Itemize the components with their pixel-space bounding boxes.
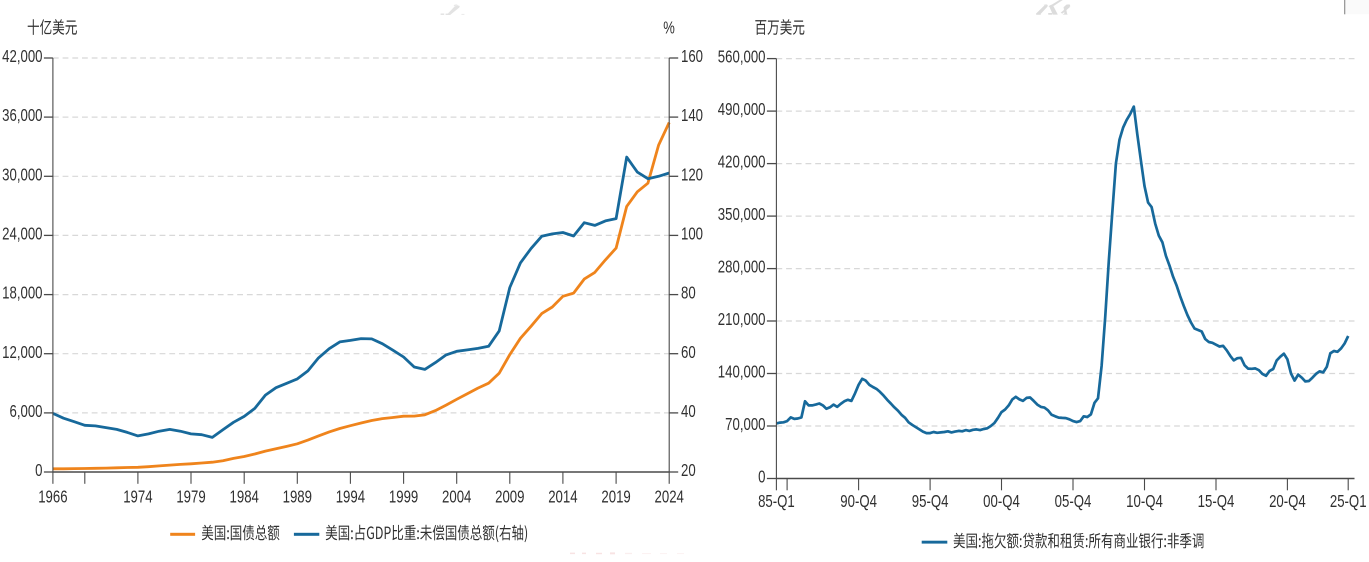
svg-text:6,000: 6,000 — [9, 402, 42, 421]
svg-text:490,000: 490,000 — [718, 100, 766, 119]
svg-text:85-Q1: 85-Q1 — [758, 492, 795, 511]
svg-text:0: 0 — [758, 468, 766, 487]
svg-text:12,000: 12,000 — [2, 343, 43, 362]
svg-text:350,000: 350,000 — [718, 205, 766, 224]
svg-text:25-Q1: 25-Q1 — [1330, 492, 1367, 511]
svg-text:95-Q4: 95-Q4 — [912, 492, 949, 511]
svg-text:40: 40 — [681, 402, 696, 421]
svg-text:05-Q4: 05-Q4 — [1055, 492, 1092, 511]
svg-text:1989: 1989 — [283, 488, 312, 507]
svg-text:18,000: 18,000 — [2, 284, 43, 303]
svg-text:80: 80 — [681, 284, 696, 303]
svg-text:1994: 1994 — [336, 488, 366, 507]
svg-text:20-Q4: 20-Q4 — [1269, 492, 1306, 511]
svg-text:42,000: 42,000 — [2, 47, 43, 66]
svg-text:560,000: 560,000 — [718, 48, 766, 67]
svg-text:140,000: 140,000 — [718, 363, 766, 382]
svg-text:2004: 2004 — [442, 488, 472, 507]
svg-text:60: 60 — [681, 343, 696, 362]
svg-text:120: 120 — [681, 166, 703, 185]
svg-text:2024: 2024 — [655, 488, 685, 507]
svg-text:140: 140 — [681, 106, 703, 125]
svg-text:1984: 1984 — [230, 488, 260, 507]
svg-text:160: 160 — [681, 47, 703, 66]
svg-text:0: 0 — [35, 461, 43, 480]
svg-text:15-Q4: 15-Q4 — [1198, 492, 1235, 511]
svg-text:2014: 2014 — [548, 488, 578, 507]
svg-text:1974: 1974 — [123, 488, 153, 507]
svg-text:420,000: 420,000 — [718, 153, 766, 172]
svg-text:2009: 2009 — [495, 488, 524, 507]
svg-text:20: 20 — [681, 461, 696, 480]
svg-text:90-Q4: 90-Q4 — [840, 492, 877, 511]
svg-text:210,000: 210,000 — [718, 310, 766, 329]
svg-text:1979: 1979 — [176, 488, 205, 507]
svg-text:1999: 1999 — [389, 488, 418, 507]
svg-text:30,000: 30,000 — [2, 166, 43, 185]
svg-text:1966: 1966 — [38, 488, 68, 507]
svg-text:00-Q4: 00-Q4 — [983, 492, 1020, 511]
svg-text:10-Q4: 10-Q4 — [1126, 492, 1163, 511]
svg-text:%: % — [663, 19, 675, 38]
svg-text:2019: 2019 — [601, 488, 630, 507]
svg-text:280,000: 280,000 — [718, 258, 766, 277]
svg-text:100: 100 — [681, 225, 703, 244]
svg-text:24,000: 24,000 — [2, 225, 43, 244]
svg-text:70,000: 70,000 — [725, 415, 766, 434]
svg-text:36,000: 36,000 — [2, 106, 43, 125]
